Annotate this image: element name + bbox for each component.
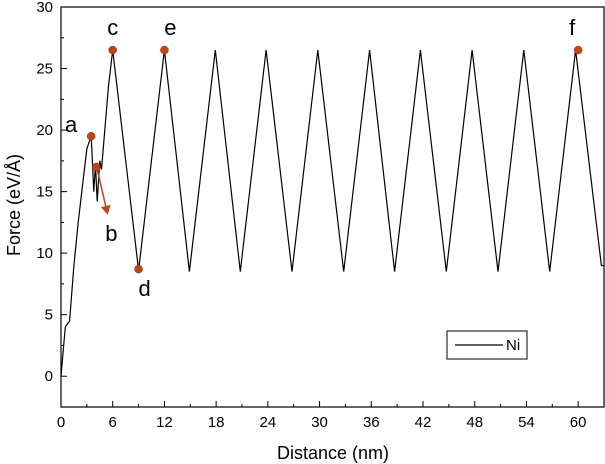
x-tick-label-18: 18 [208,414,225,431]
y-tick-label-30: 30 [36,0,53,16]
x-tick-label-54: 54 [518,414,535,431]
marker-point-c [108,45,117,55]
legend-label-ni: Ni [506,337,520,354]
x-tick-label-24: 24 [260,414,277,431]
y-axis-title: Force (eV/Å) [4,154,24,256]
marker-label-f: f [569,15,576,40]
x-tick-label-0: 0 [57,414,65,431]
marker-point-d [134,264,143,274]
marker-label-b: b [105,221,117,246]
x-tick-label-12: 12 [156,414,173,431]
y-tick-label-15: 15 [36,184,53,201]
marker-label-a: a [65,112,78,137]
x-tick-label-42: 42 [415,414,432,431]
marker-point-b [92,162,101,172]
x-tick-label-36: 36 [363,414,380,431]
y-tick-label-20: 20 [36,122,53,139]
x-axis-title: Distance (nm) [277,443,389,463]
plot-frame [60,6,605,408]
y-tick-label-5: 5 [45,307,53,324]
legend: Ni [446,330,528,360]
x-tick-label-48: 48 [466,414,483,431]
marker-point-f [573,45,583,55]
y-tick-label-25: 25 [36,61,53,78]
x-tick-label-6: 6 [109,414,117,431]
series-line-ni [60,50,604,377]
y-tick-label-0: 0 [45,368,53,385]
marker-label-d: d [138,276,150,301]
x-tick-label-30: 30 [311,414,328,431]
marker-label-c: c [107,15,118,40]
marker-point-a [86,131,96,141]
x-tick-label-60: 60 [570,414,587,431]
arrow-annotation-b [96,169,111,215]
marker-label-e: e [164,15,176,40]
y-tick-label-10: 10 [36,245,53,262]
marker-point-e [160,45,169,55]
